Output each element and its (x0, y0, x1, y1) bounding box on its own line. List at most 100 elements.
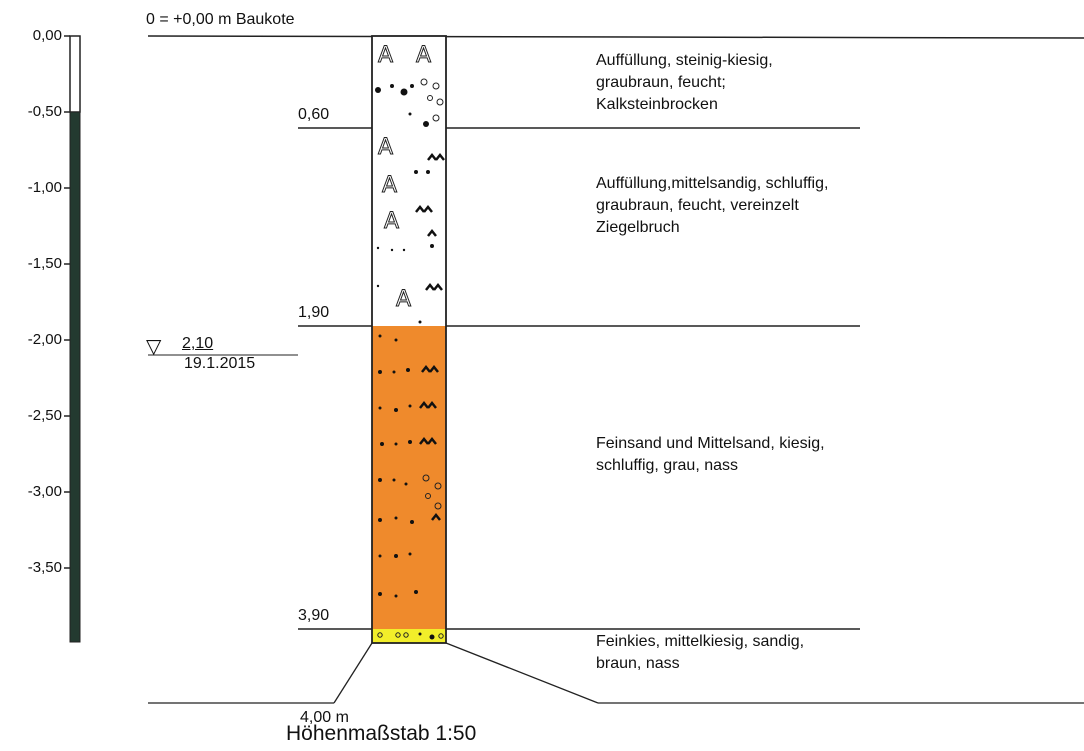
sand-dot (394, 554, 398, 558)
sand-dot (380, 442, 384, 446)
scale-label: -1,50 (27, 255, 62, 272)
sand-dot (390, 248, 394, 252)
end-depth-label: 4,00 m (300, 709, 349, 726)
layer-1-bottom-depth: 0,60 (298, 106, 330, 123)
depth-scale (64, 35, 81, 643)
silt-symbol (419, 400, 437, 409)
fill-symbol-a: A (384, 209, 399, 234)
layer-fill-3 (372, 326, 446, 629)
sand-dot (376, 246, 380, 250)
sand-dot (406, 368, 410, 372)
stone-symbol (410, 84, 414, 88)
groundwater-date: 19.1.2015 (184, 355, 256, 372)
fill-symbol-a: A (378, 43, 393, 68)
groundwater-depth: 2,10 (182, 335, 214, 352)
gravel-symbol (425, 493, 431, 499)
gravel-symbol (434, 482, 442, 490)
gravel-symbol (427, 95, 433, 101)
silt-symbol (425, 282, 443, 291)
gravel-symbol (432, 114, 440, 122)
stone-symbol (400, 88, 408, 96)
sand-dot (378, 370, 382, 374)
fill-symbol-a: A (396, 287, 411, 312)
stone-symbol (375, 87, 381, 93)
stone-symbol (429, 634, 435, 640)
sand-dot (378, 334, 382, 338)
groundwater-triangle-icon: ▽ (146, 334, 162, 358)
scale-title: Höhenmaßstab 1:50 (286, 722, 477, 745)
layer-3-description: Feinsand und Mittelsand, kiesig, schluff… (596, 435, 825, 474)
surface-line (147, 35, 1084, 39)
scale-label: -0,50 (27, 103, 62, 120)
stone-symbol (408, 112, 412, 116)
layer-3-symbols (378, 334, 442, 598)
layer-fill-4 (372, 629, 446, 643)
sand-dot (414, 590, 418, 594)
gravel-symbol (403, 632, 409, 638)
sand-dot (392, 370, 396, 374)
silt-symbol (427, 152, 445, 161)
gravel-symbol (395, 632, 401, 638)
layer-2-bottom-depth: 1,90 (298, 304, 330, 321)
scale-label: -2,50 (27, 407, 62, 424)
layer-4-description: Feinkies, mittelkiesig, sandig, braun, n… (596, 633, 805, 672)
gravel-symbol (438, 633, 444, 639)
sand-dot (408, 440, 412, 444)
sand-dot (378, 406, 382, 410)
reference-label: 0 = +0,00 m Baukote (146, 11, 295, 28)
scale-label: 0,00 (32, 27, 62, 44)
stone-symbol (423, 121, 429, 127)
fill-symbol-a: A (378, 135, 393, 160)
sand-dot (378, 478, 382, 482)
gravel-symbol (422, 474, 430, 482)
sand-dot (402, 248, 406, 252)
sand-dot (426, 170, 430, 174)
scale-label: -2,00 (27, 331, 62, 348)
silt-symbol (431, 512, 441, 521)
sand-dot (404, 482, 408, 486)
sand-dot (378, 554, 382, 558)
scale-label: -3,00 (27, 483, 62, 500)
sand-dot (376, 284, 380, 288)
layer-fill-1 (372, 36, 446, 128)
scale-label: -1,00 (27, 179, 62, 196)
stone-symbol (418, 632, 422, 636)
sand-dot (392, 478, 396, 482)
silt-symbol (419, 436, 437, 445)
fill-symbol-a: A (416, 43, 431, 68)
fill-symbol-a: A (382, 173, 397, 198)
stone-symbol (390, 84, 394, 88)
sand-dot (394, 594, 398, 598)
gravel-symbol (377, 632, 383, 638)
sand-dot (410, 520, 414, 524)
sand-dot (378, 518, 382, 522)
sand-dot (408, 404, 412, 408)
sand-dot (394, 338, 398, 342)
sand-dot (394, 408, 398, 412)
sand-dot (394, 442, 398, 446)
layer-1-symbols: A A (375, 43, 444, 127)
sand-dot (430, 244, 434, 248)
layer-2-symbols: A A A A (376, 135, 445, 324)
silt-symbol (421, 364, 439, 373)
sand-dot (414, 170, 418, 174)
sand-dot (408, 552, 412, 556)
scale-bar-dark (69, 111, 81, 643)
base-left-slope (333, 642, 373, 704)
gravel-symbol (420, 78, 428, 86)
layer-fill-2 (372, 128, 446, 326)
sand-dot (418, 320, 422, 324)
gravel-symbol (436, 98, 444, 106)
layer-2-description: Auffüllung,mittelsandig, schluffig, grau… (596, 175, 829, 236)
layer-1-description: Auffüllung, steinig-kiesig, graubraun, f… (596, 52, 773, 113)
gravel-symbol (434, 502, 442, 510)
base-right-slope (445, 642, 599, 704)
scale-bar-white-top (69, 35, 81, 113)
silt-symbol (415, 204, 433, 213)
layer-3-bottom-depth: 3,90 (298, 607, 330, 624)
sand-dot (378, 592, 382, 596)
scale-label: -3,50 (27, 559, 62, 576)
layer-4-symbols (377, 632, 444, 640)
silt-symbol (427, 228, 437, 237)
